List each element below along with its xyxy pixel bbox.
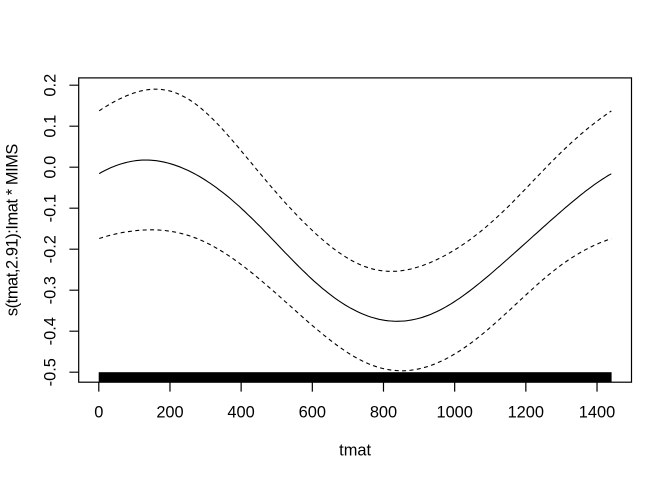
svg-text:s(tmat,2.91):Imat * MIMS: s(tmat,2.91):Imat * MIMS	[4, 144, 22, 317]
svg-text:tmat: tmat	[339, 442, 371, 460]
svg-text:0.2: 0.2	[42, 74, 60, 97]
svg-text:-0.2: -0.2	[42, 235, 60, 263]
svg-text:1200: 1200	[508, 404, 544, 422]
svg-text:800: 800	[370, 404, 397, 422]
svg-text:-0.3: -0.3	[42, 276, 60, 304]
svg-text:0: 0	[94, 404, 103, 422]
svg-text:-0.4: -0.4	[42, 317, 60, 345]
svg-text:1400: 1400	[579, 404, 615, 422]
svg-text:-0.1: -0.1	[42, 194, 60, 222]
svg-text:1000: 1000	[436, 404, 472, 422]
svg-text:-0.5: -0.5	[42, 358, 60, 386]
svg-text:0.1: 0.1	[42, 115, 60, 138]
svg-text:400: 400	[227, 404, 254, 422]
svg-text:0.0: 0.0	[42, 156, 60, 179]
svg-text:200: 200	[156, 404, 183, 422]
svg-text:600: 600	[299, 404, 326, 422]
